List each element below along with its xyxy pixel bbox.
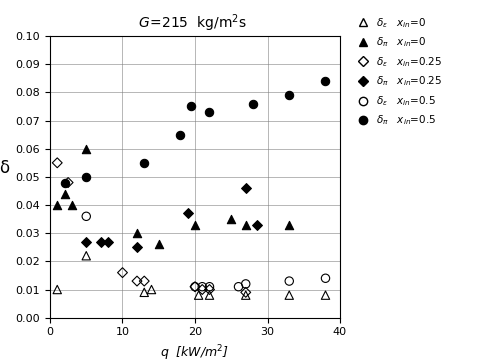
Point [242, 185, 250, 191]
Point [82, 174, 90, 180]
Point [148, 287, 156, 292]
Point [133, 230, 141, 236]
Point [194, 292, 202, 298]
Point [206, 287, 214, 292]
Point [140, 290, 148, 295]
Point [198, 284, 206, 290]
Point [54, 160, 61, 166]
Point [285, 292, 293, 298]
Point [206, 284, 214, 290]
Text: $G\!=\!215$  kg/m$^2$s: $G\!=\!215$ kg/m$^2$s [138, 13, 247, 34]
Point [82, 239, 90, 244]
Point [54, 287, 61, 292]
Point [198, 287, 206, 292]
Point [97, 239, 105, 244]
Point [322, 292, 330, 298]
Point [252, 222, 260, 228]
Point [176, 132, 184, 138]
Y-axis label: δ: δ [0, 159, 10, 177]
Point [191, 284, 199, 290]
Point [184, 210, 192, 216]
Point [133, 278, 141, 284]
Point [227, 216, 235, 222]
Point [234, 284, 242, 290]
Point [285, 92, 293, 98]
Point [54, 202, 61, 208]
Point [242, 281, 250, 287]
Point [104, 239, 112, 244]
Point [191, 222, 199, 228]
Point [206, 109, 214, 115]
Point [322, 275, 330, 281]
Point [285, 278, 293, 284]
Point [82, 213, 90, 219]
Point [60, 191, 68, 197]
Point [82, 146, 90, 152]
Point [155, 242, 163, 247]
Point [140, 278, 148, 284]
Point [285, 222, 293, 228]
Legend: $\delta_\varepsilon$   $x_{in}$=0, $\delta_\pi$   $x_{in}$=0, $\delta_\varepsilo: $\delta_\varepsilon$ $x_{in}$=0, $\delta… [352, 16, 442, 127]
Point [82, 253, 90, 258]
Point [242, 292, 250, 298]
Point [118, 270, 126, 275]
Point [206, 292, 214, 298]
Point [322, 78, 330, 84]
Point [68, 202, 76, 208]
Point [140, 160, 148, 166]
Point [64, 180, 72, 186]
Point [242, 290, 250, 295]
X-axis label: $q$  [kW/m$^2$]: $q$ [kW/m$^2$] [160, 343, 230, 361]
Point [249, 101, 257, 106]
Point [133, 244, 141, 250]
Point [191, 284, 199, 290]
Point [242, 222, 250, 228]
Point [60, 180, 68, 186]
Point [188, 104, 196, 109]
